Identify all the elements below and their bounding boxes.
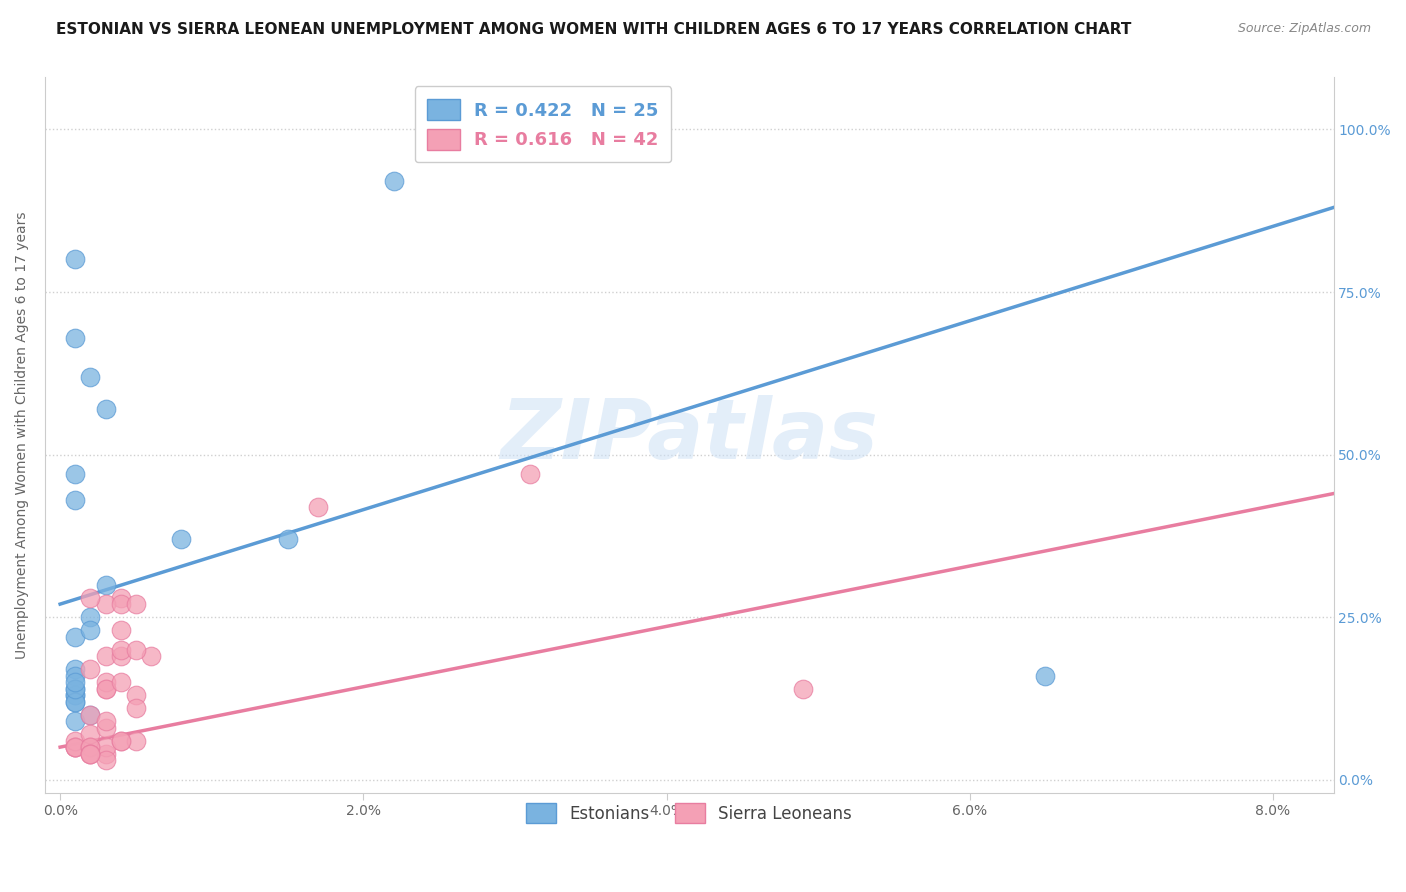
Point [65, 662, 87, 676]
Point [110, 675, 132, 690]
Point [65, 681, 87, 696]
Text: ZIPatlas: ZIPatlas [501, 394, 879, 475]
Legend: Estonians, Sierra Leoneans: Estonians, Sierra Leoneans [515, 792, 863, 834]
Point [79, 369, 101, 384]
Y-axis label: Unemployment Among Women with Children Ages 6 to 17 years: Unemployment Among Women with Children A… [15, 211, 30, 659]
Point [125, 701, 148, 715]
Point [110, 591, 132, 605]
Point [79, 740, 101, 755]
Point [79, 747, 101, 761]
Point [110, 733, 132, 747]
Point [94, 753, 117, 767]
Point [65, 695, 87, 709]
Point [65, 675, 87, 690]
Point [79, 727, 101, 741]
Point [125, 733, 148, 747]
Point [65, 688, 87, 702]
Point [110, 597, 132, 611]
Point [94, 649, 117, 664]
Point [65, 681, 87, 696]
Point [94, 747, 117, 761]
Point [79, 740, 101, 755]
Point [79, 747, 101, 761]
Point [65, 740, 87, 755]
Point [65, 330, 87, 344]
Point [79, 662, 101, 676]
Text: ESTONIAN VS SIERRA LEONEAN UNEMPLOYMENT AMONG WOMEN WITH CHILDREN AGES 6 TO 17 Y: ESTONIAN VS SIERRA LEONEAN UNEMPLOYMENT … [56, 22, 1132, 37]
Point [94, 675, 117, 690]
Text: Source: ZipAtlas.com: Source: ZipAtlas.com [1237, 22, 1371, 36]
Point [110, 623, 132, 637]
Point [110, 733, 132, 747]
Point [139, 649, 162, 664]
Point [519, 467, 541, 481]
Point [125, 642, 148, 657]
Point [94, 714, 117, 728]
Point [65, 493, 87, 508]
Point [94, 681, 117, 696]
Point [65, 740, 87, 755]
Point [65, 252, 87, 267]
Point [79, 707, 101, 722]
Point [1035, 668, 1057, 682]
Point [170, 532, 193, 546]
Point [65, 740, 87, 755]
Point [79, 591, 101, 605]
Point [125, 688, 148, 702]
Point [276, 532, 298, 546]
Point [382, 174, 405, 188]
Point [94, 721, 117, 735]
Point [94, 577, 117, 591]
Point [65, 688, 87, 702]
Point [94, 402, 117, 417]
Point [79, 610, 101, 624]
Point [79, 747, 101, 761]
Point [79, 740, 101, 755]
Point [65, 467, 87, 481]
Point [125, 597, 148, 611]
Point [65, 630, 87, 644]
Point [792, 681, 814, 696]
Point [110, 642, 132, 657]
Point [79, 623, 101, 637]
Point [307, 500, 329, 514]
Point [94, 740, 117, 755]
Point [94, 597, 117, 611]
Point [65, 740, 87, 755]
Point [65, 668, 87, 682]
Point [65, 733, 87, 747]
Point [94, 681, 117, 696]
Point [65, 714, 87, 728]
Point [110, 649, 132, 664]
Point [65, 695, 87, 709]
Point [79, 707, 101, 722]
